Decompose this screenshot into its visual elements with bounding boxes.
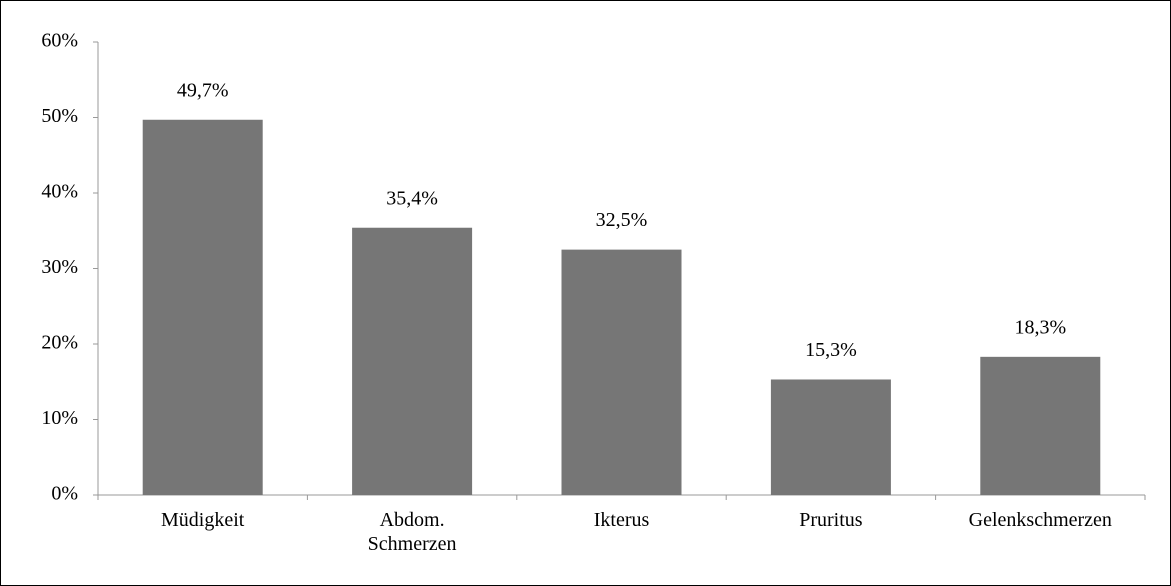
bar <box>352 227 473 496</box>
y-tick-label: 40% <box>41 181 78 203</box>
bar <box>561 249 682 495</box>
bar <box>142 119 263 495</box>
value-label: 32,5% <box>596 209 648 231</box>
x-tick-label: Ikterus <box>593 509 650 531</box>
x-tick-label: Pruritus <box>799 509 863 531</box>
x-tick-label: Müdigkeit <box>161 509 245 531</box>
value-label: 15,3% <box>805 339 857 361</box>
x-tick-label: Gelenkschmerzen <box>968 509 1112 531</box>
y-tick-label: 50% <box>41 105 78 127</box>
value-label: 49,7% <box>177 79 229 101</box>
bar <box>770 379 891 495</box>
y-tick-label: 60% <box>41 30 78 52</box>
bar <box>980 356 1101 495</box>
y-tick-label: 30% <box>41 256 78 278</box>
x-tick-label: Abdom. Schmerzen <box>367 509 457 555</box>
y-tick-label: 0% <box>51 483 78 505</box>
y-tick-label: 10% <box>41 407 78 429</box>
value-label: 18,3% <box>1014 316 1066 338</box>
y-tick-label: 20% <box>41 332 78 354</box>
value-label: 35,4% <box>386 187 438 209</box>
